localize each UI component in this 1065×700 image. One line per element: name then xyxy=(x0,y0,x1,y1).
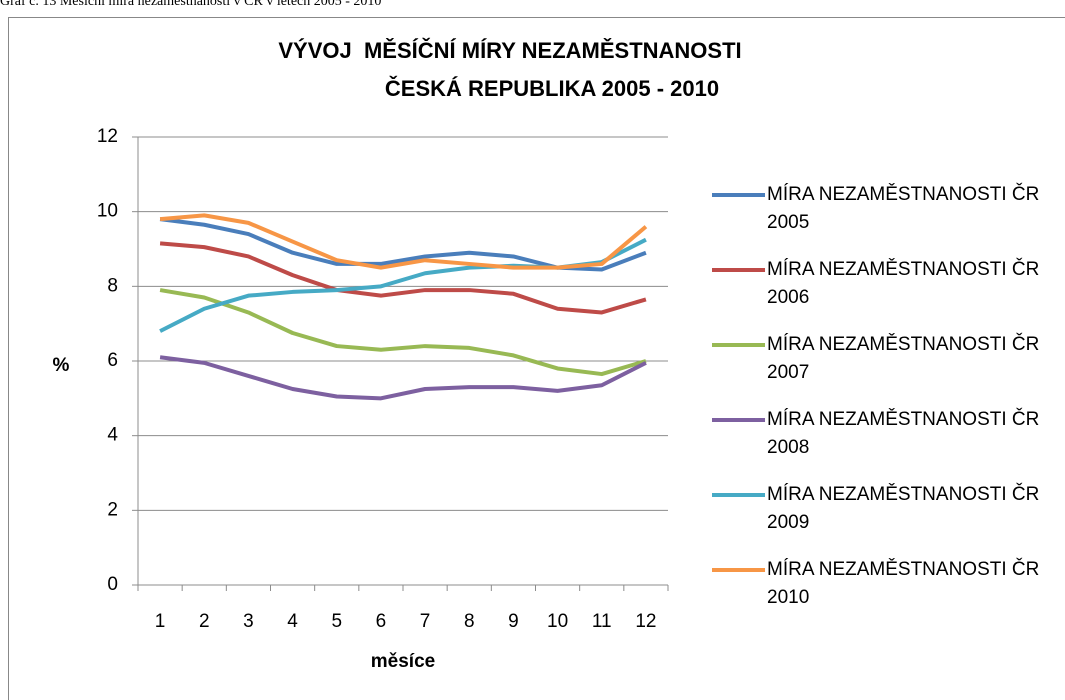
y-tick-label: 2 xyxy=(107,499,118,520)
y-tick-label: 6 xyxy=(107,350,118,371)
x-tick-label: 2 xyxy=(199,611,210,632)
legend-label: MÍRA NEZAMĚSTNANOSTI ČR 2010 xyxy=(767,559,1040,608)
legend-label: MÍRA NEZAMĚSTNANOSTI ČR 2007 xyxy=(767,334,1040,383)
chart-title: VÝVOJ MĚSÍČNÍ MÍRY NEZAMĚSTNANOSTI xyxy=(278,38,741,63)
y-tick-label: 4 xyxy=(107,425,118,446)
x-tick-label: 4 xyxy=(287,611,298,632)
y-axis-label: % xyxy=(53,355,70,376)
y-tick-label: 10 xyxy=(97,201,118,222)
series-line xyxy=(159,241,647,315)
x-tick-label: 10 xyxy=(547,611,568,632)
chart-title: ČESKÁ REPUBLIKA 2005 - 2010 xyxy=(385,76,719,101)
series-line xyxy=(159,213,648,270)
x-tick-label: 7 xyxy=(420,611,431,632)
series-line xyxy=(159,288,647,377)
x-axis-label: měsíce xyxy=(371,651,435,672)
x-tick-label: 11 xyxy=(592,611,612,632)
x-tick-label: 6 xyxy=(376,611,387,632)
series-line xyxy=(159,355,647,401)
x-tick-label: 9 xyxy=(508,611,519,632)
legend-label: MÍRA NEZAMĚSTNANOSTI ČR 2009 xyxy=(767,484,1040,533)
x-tick-label: 1 xyxy=(155,611,166,632)
legend-label: MÍRA NEZAMĚSTNANOSTI ČR 2008 xyxy=(767,409,1040,458)
caption: Graf č. 13 Měsíční míra nezaměstnanosti … xyxy=(0,0,382,9)
chart-border xyxy=(8,17,1065,700)
x-tick-label: 3 xyxy=(243,611,254,632)
y-tick-label: 12 xyxy=(97,126,118,147)
y-tick-label: 0 xyxy=(107,574,118,595)
x-tick-label: 12 xyxy=(635,611,656,632)
y-tick-label: 8 xyxy=(107,275,118,296)
legend-label: MÍRA NEZAMĚSTNANOSTI ČR 2005 xyxy=(767,184,1040,233)
legend-label: MÍRA NEZAMĚSTNANOSTI ČR 2006 xyxy=(767,259,1040,308)
x-tick-label: 8 xyxy=(464,611,475,632)
x-tick-label: 5 xyxy=(331,611,342,632)
